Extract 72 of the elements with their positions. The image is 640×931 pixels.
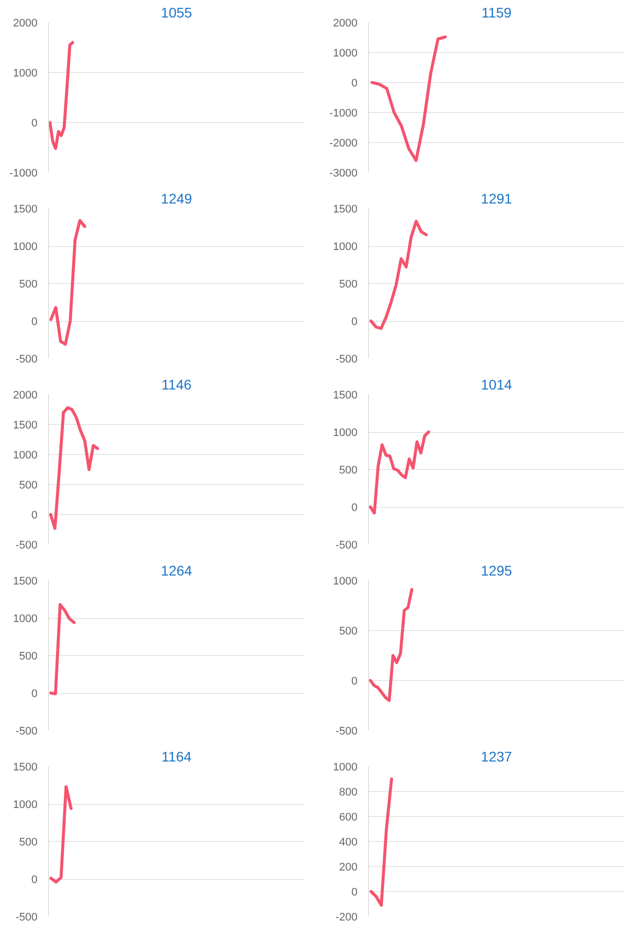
y-tick-label: -3000 bbox=[329, 168, 358, 180]
y-tick-label: -1000 bbox=[9, 168, 38, 180]
line-series bbox=[370, 778, 394, 907]
y-tick-label: 0 bbox=[351, 886, 358, 898]
line-series bbox=[368, 588, 414, 702]
line-series bbox=[49, 219, 86, 346]
y-tick-label: -200 bbox=[335, 912, 358, 924]
y-tick-label: 1500 bbox=[13, 204, 38, 216]
chart-title: 1146 bbox=[161, 376, 192, 392]
y-tick-label: 0 bbox=[351, 502, 358, 514]
y-tick-label: -500 bbox=[335, 726, 358, 738]
y-tick-label: 500 bbox=[339, 464, 358, 476]
y-tick-label: 1500 bbox=[333, 204, 358, 216]
y-tick-label: 1000 bbox=[333, 48, 358, 60]
y-tick-label: -2000 bbox=[329, 138, 358, 150]
y-tick-label: 500 bbox=[19, 650, 38, 662]
y-tick-label: -1000 bbox=[329, 108, 358, 120]
y-tick-label: 1500 bbox=[13, 576, 38, 588]
y-tick-label: 2000 bbox=[333, 18, 358, 30]
chart-title: 1014 bbox=[480, 376, 512, 392]
y-tick-label: -500 bbox=[15, 912, 38, 924]
chart-title: 1264 bbox=[160, 562, 192, 578]
y-tick-label: 0 bbox=[31, 874, 38, 886]
y-tick-label: 500 bbox=[19, 836, 38, 848]
y-tick-label: 1000 bbox=[333, 427, 358, 439]
line-series bbox=[370, 220, 428, 330]
y-tick-label: 0 bbox=[31, 316, 38, 328]
y-tick-label: 400 bbox=[339, 836, 358, 848]
y-tick-label: 1500 bbox=[13, 420, 38, 432]
y-tick-label: 800 bbox=[339, 786, 358, 798]
y-tick-label: 500 bbox=[339, 626, 358, 638]
chart-title: 1055 bbox=[160, 4, 192, 20]
y-tick-label: 1000 bbox=[13, 450, 38, 462]
y-tick-label: -500 bbox=[15, 354, 38, 366]
y-tick-label: 600 bbox=[339, 812, 358, 824]
y-tick-label: 1000 bbox=[13, 241, 38, 253]
line-series bbox=[370, 35, 447, 162]
y-tick-label: 1000 bbox=[13, 799, 38, 811]
y-tick-label: 2000 bbox=[13, 390, 38, 402]
y-tick-label: 0 bbox=[351, 676, 358, 688]
y-tick-label: 0 bbox=[351, 78, 358, 90]
y-tick-label: 500 bbox=[339, 278, 358, 290]
y-tick-label: 1500 bbox=[333, 390, 358, 402]
y-tick-label: 2000 bbox=[13, 18, 38, 30]
line-series bbox=[49, 603, 76, 696]
line-series bbox=[50, 785, 73, 884]
line-series bbox=[368, 430, 430, 514]
chart-title: 1237 bbox=[480, 748, 512, 764]
y-tick-label: 1000 bbox=[13, 68, 38, 80]
y-tick-label: 1000 bbox=[333, 576, 358, 588]
y-tick-label: 0 bbox=[31, 510, 38, 522]
y-tick-label: 0 bbox=[351, 316, 358, 328]
y-tick-label: 500 bbox=[19, 278, 38, 290]
y-tick-label: -500 bbox=[15, 726, 38, 738]
y-tick-label: 1000 bbox=[333, 241, 358, 253]
y-tick-label: 1500 bbox=[13, 762, 38, 774]
chart-title: 1295 bbox=[480, 562, 512, 578]
chart-title: 1159 bbox=[481, 4, 512, 20]
y-tick-label: -500 bbox=[335, 354, 358, 366]
y-tick-label: 500 bbox=[19, 480, 38, 492]
y-tick-label: -500 bbox=[15, 540, 38, 552]
y-tick-label: 0 bbox=[31, 688, 38, 700]
y-tick-label: 200 bbox=[339, 862, 358, 874]
y-tick-label: 0 bbox=[31, 118, 38, 130]
y-tick-label: -500 bbox=[335, 540, 358, 552]
chart-title: 1291 bbox=[480, 190, 512, 206]
line-series bbox=[49, 406, 100, 530]
y-tick-label: 1000 bbox=[333, 762, 358, 774]
y-tick-label: 1000 bbox=[13, 613, 38, 625]
chart-title: 1164 bbox=[161, 748, 192, 764]
chart-title: 1249 bbox=[160, 190, 192, 206]
line-series bbox=[48, 41, 74, 150]
